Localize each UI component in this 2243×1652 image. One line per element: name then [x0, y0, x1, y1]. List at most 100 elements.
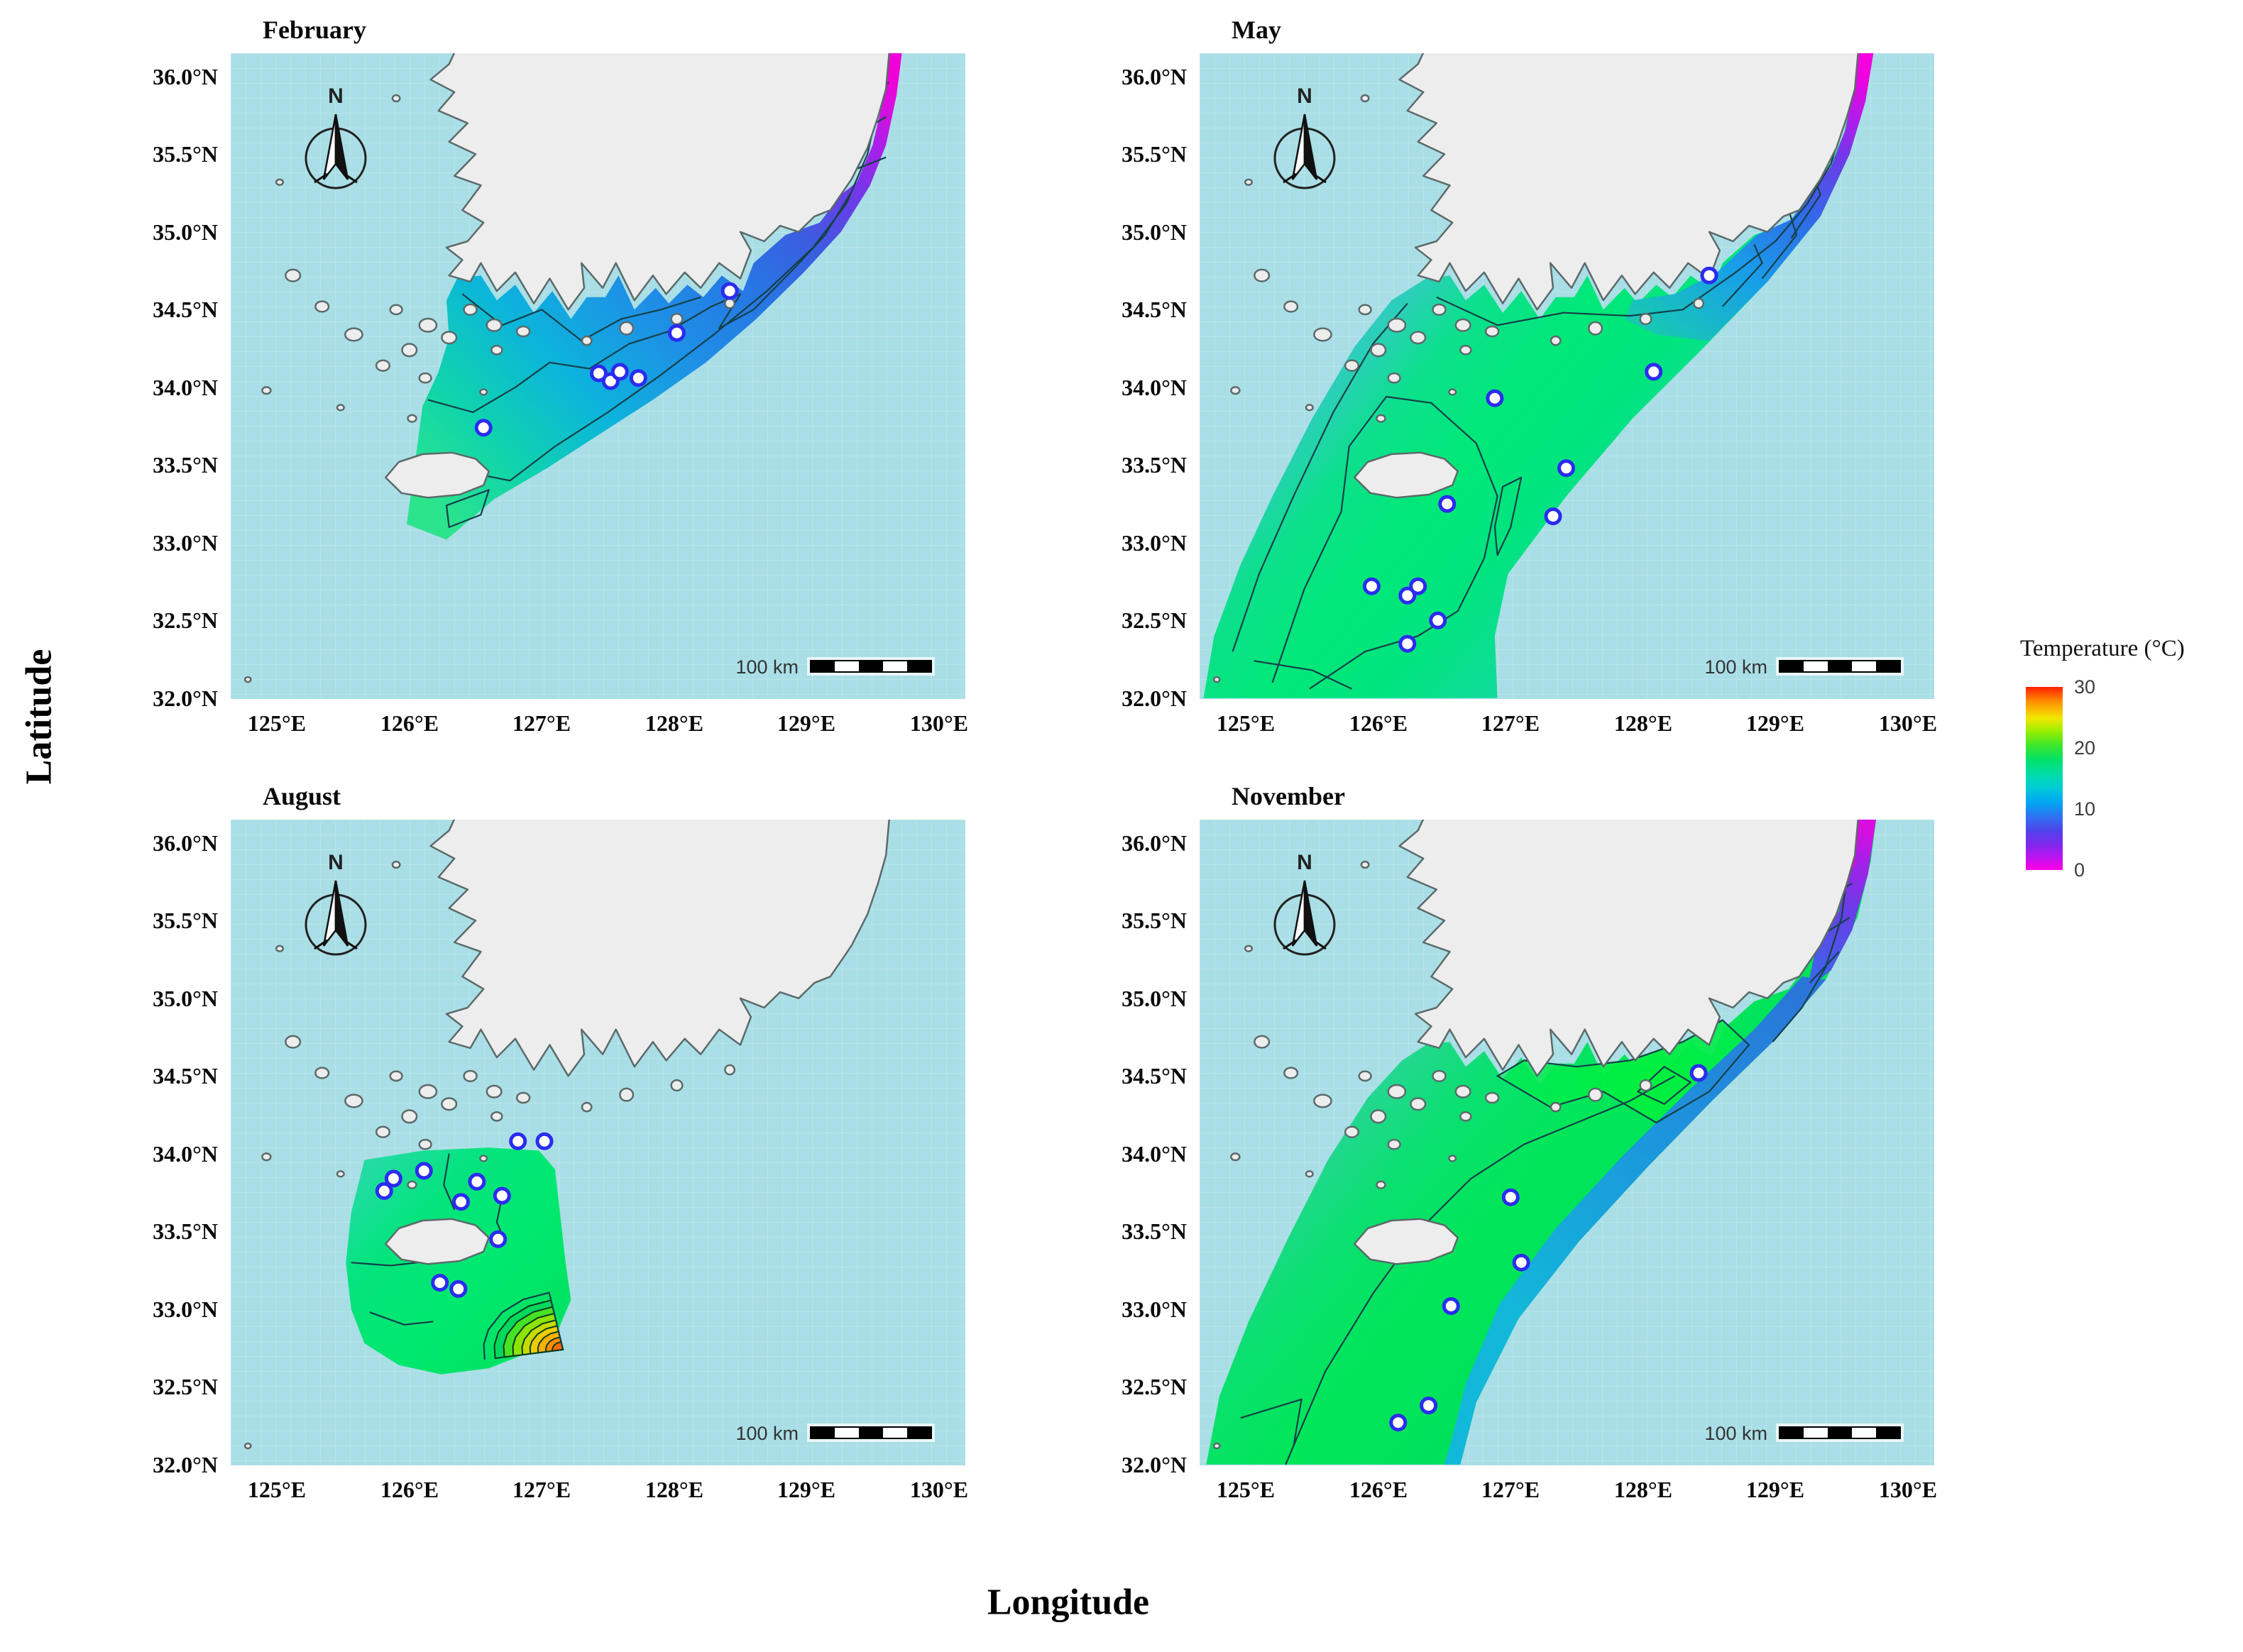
island: [670, 1079, 684, 1092]
y-tick-label: 34.0°N: [153, 1141, 218, 1167]
map-february: N 100 km: [231, 53, 965, 699]
jeju-island: [384, 451, 490, 499]
y-tick-label: 35.0°N: [1122, 219, 1187, 245]
sample-point: [1398, 586, 1417, 605]
sample-point: [1700, 266, 1718, 285]
y-tick-label: 35.0°N: [1122, 986, 1187, 1011]
legend-title: Temperature (°C): [2020, 636, 2185, 661]
island: [344, 1094, 363, 1108]
compass-rose: N: [1273, 851, 1336, 956]
y-tick-label: 35.0°N: [153, 219, 218, 245]
sample-point: [1438, 495, 1457, 513]
island: [275, 178, 285, 186]
island: [375, 1125, 391, 1138]
island: [1588, 1087, 1603, 1102]
island: [1254, 1035, 1271, 1049]
island: [1376, 414, 1386, 423]
sample-point: [509, 1132, 527, 1150]
x-tick-label: 129°E: [1745, 1477, 1805, 1502]
y-tick-label: 33.0°N: [153, 1296, 218, 1322]
island: [407, 414, 417, 423]
x-tick-label: 126°E: [1349, 710, 1408, 736]
island: [389, 304, 403, 316]
x-tick-label: 125°E: [1216, 1477, 1276, 1502]
island: [1639, 1079, 1652, 1092]
island: [1387, 317, 1407, 333]
compass-n-label: N: [328, 851, 344, 874]
sample-point: [1398, 634, 1417, 653]
mainland-coast: [1398, 53, 1859, 311]
panel-february: February 36.0°N 35.5°N 35.0°N 34.5°N 34.0°N 33…: [146, 11, 983, 749]
x-axis-label: Longitude: [987, 1582, 1150, 1623]
island: [1360, 94, 1370, 103]
sample-point: [493, 1186, 511, 1205]
island: [441, 1097, 458, 1111]
x-tick-label: 126°E: [380, 1477, 439, 1502]
x-tick-label: 130°E: [909, 1477, 969, 1502]
compass-rose: N: [1273, 84, 1336, 189]
x-tick-label: 126°E: [1349, 1477, 1408, 1502]
sample-point: [590, 364, 608, 382]
x-tick-label: 130°E: [909, 710, 969, 736]
island: [275, 945, 285, 952]
sample-point: [1544, 507, 1562, 526]
y-tick-label: 33.5°N: [1122, 1218, 1187, 1244]
legend-tick-label: 10: [2074, 798, 2096, 820]
panel-title-november: November: [1232, 782, 1345, 810]
temperature-field: [407, 53, 902, 540]
compass-rose: N: [305, 851, 367, 956]
island: [1230, 1152, 1241, 1162]
y-tick-label: 33.0°N: [153, 530, 218, 556]
map-november: N 100 km: [1200, 820, 1934, 1465]
panel-august: August 36.0°N 35.5°N 35.0°N 34.5°N 34.0°N 33.5…: [146, 777, 983, 1515]
y-tick-label: 34.5°N: [153, 1063, 218, 1089]
sample-point: [1689, 1064, 1708, 1082]
y-tick-label: 33.0°N: [1122, 1296, 1187, 1322]
sample-point: [1420, 1397, 1438, 1415]
legend-tick-label: 20: [2074, 737, 2096, 759]
compass-rose: N: [305, 84, 367, 189]
x-tick-label: 125°E: [1216, 710, 1276, 736]
island: [1305, 1170, 1314, 1178]
island: [1313, 327, 1332, 342]
island: [285, 268, 302, 282]
island: [1283, 300, 1299, 313]
island: [314, 300, 330, 313]
sample-point: [474, 419, 493, 437]
temperature-legend: Temperature (°C) 30 20 10 0: [2016, 636, 2242, 948]
compass-n-label: N: [1297, 84, 1312, 108]
panel-may: May 36.0°N 35.5°N 35.0°N 34.5°N 34.0°N 33.5°N 3…: [1114, 11, 1952, 749]
island: [515, 325, 531, 338]
scale-bar-label: 100 km: [1704, 656, 1767, 678]
x-tick-label: 130°E: [1878, 710, 1938, 736]
y-tick-label: 34.5°N: [1122, 297, 1187, 322]
sample-point: [1557, 459, 1576, 478]
compass-n-label: N: [1297, 851, 1312, 874]
island: [418, 1138, 432, 1150]
island: [1410, 1097, 1427, 1111]
island: [1432, 1069, 1447, 1083]
island: [581, 1101, 593, 1113]
island: [1344, 1125, 1360, 1138]
island: [261, 386, 272, 395]
island: [1230, 386, 1241, 395]
island: [243, 676, 252, 683]
island: [724, 1064, 736, 1076]
x-tick-label: 128°E: [1613, 1477, 1673, 1502]
island: [1484, 1091, 1500, 1104]
sample-point: [535, 1132, 554, 1150]
scale-bar-label: 100 km: [1704, 1423, 1767, 1444]
sample-point: [1501, 1188, 1520, 1206]
x-tick-label: 127°E: [1481, 710, 1540, 736]
island: [344, 327, 363, 342]
sample-point: [720, 282, 739, 300]
y-tick-label: 32.5°N: [153, 607, 218, 633]
island: [391, 94, 401, 103]
island: [515, 1091, 531, 1104]
sample-point: [629, 369, 647, 387]
island: [1550, 1101, 1562, 1113]
y-tick-label: 33.0°N: [1122, 530, 1187, 556]
sample-point: [375, 1182, 393, 1200]
island: [1358, 1070, 1372, 1082]
y-tick-label: 32.5°N: [1122, 607, 1187, 633]
